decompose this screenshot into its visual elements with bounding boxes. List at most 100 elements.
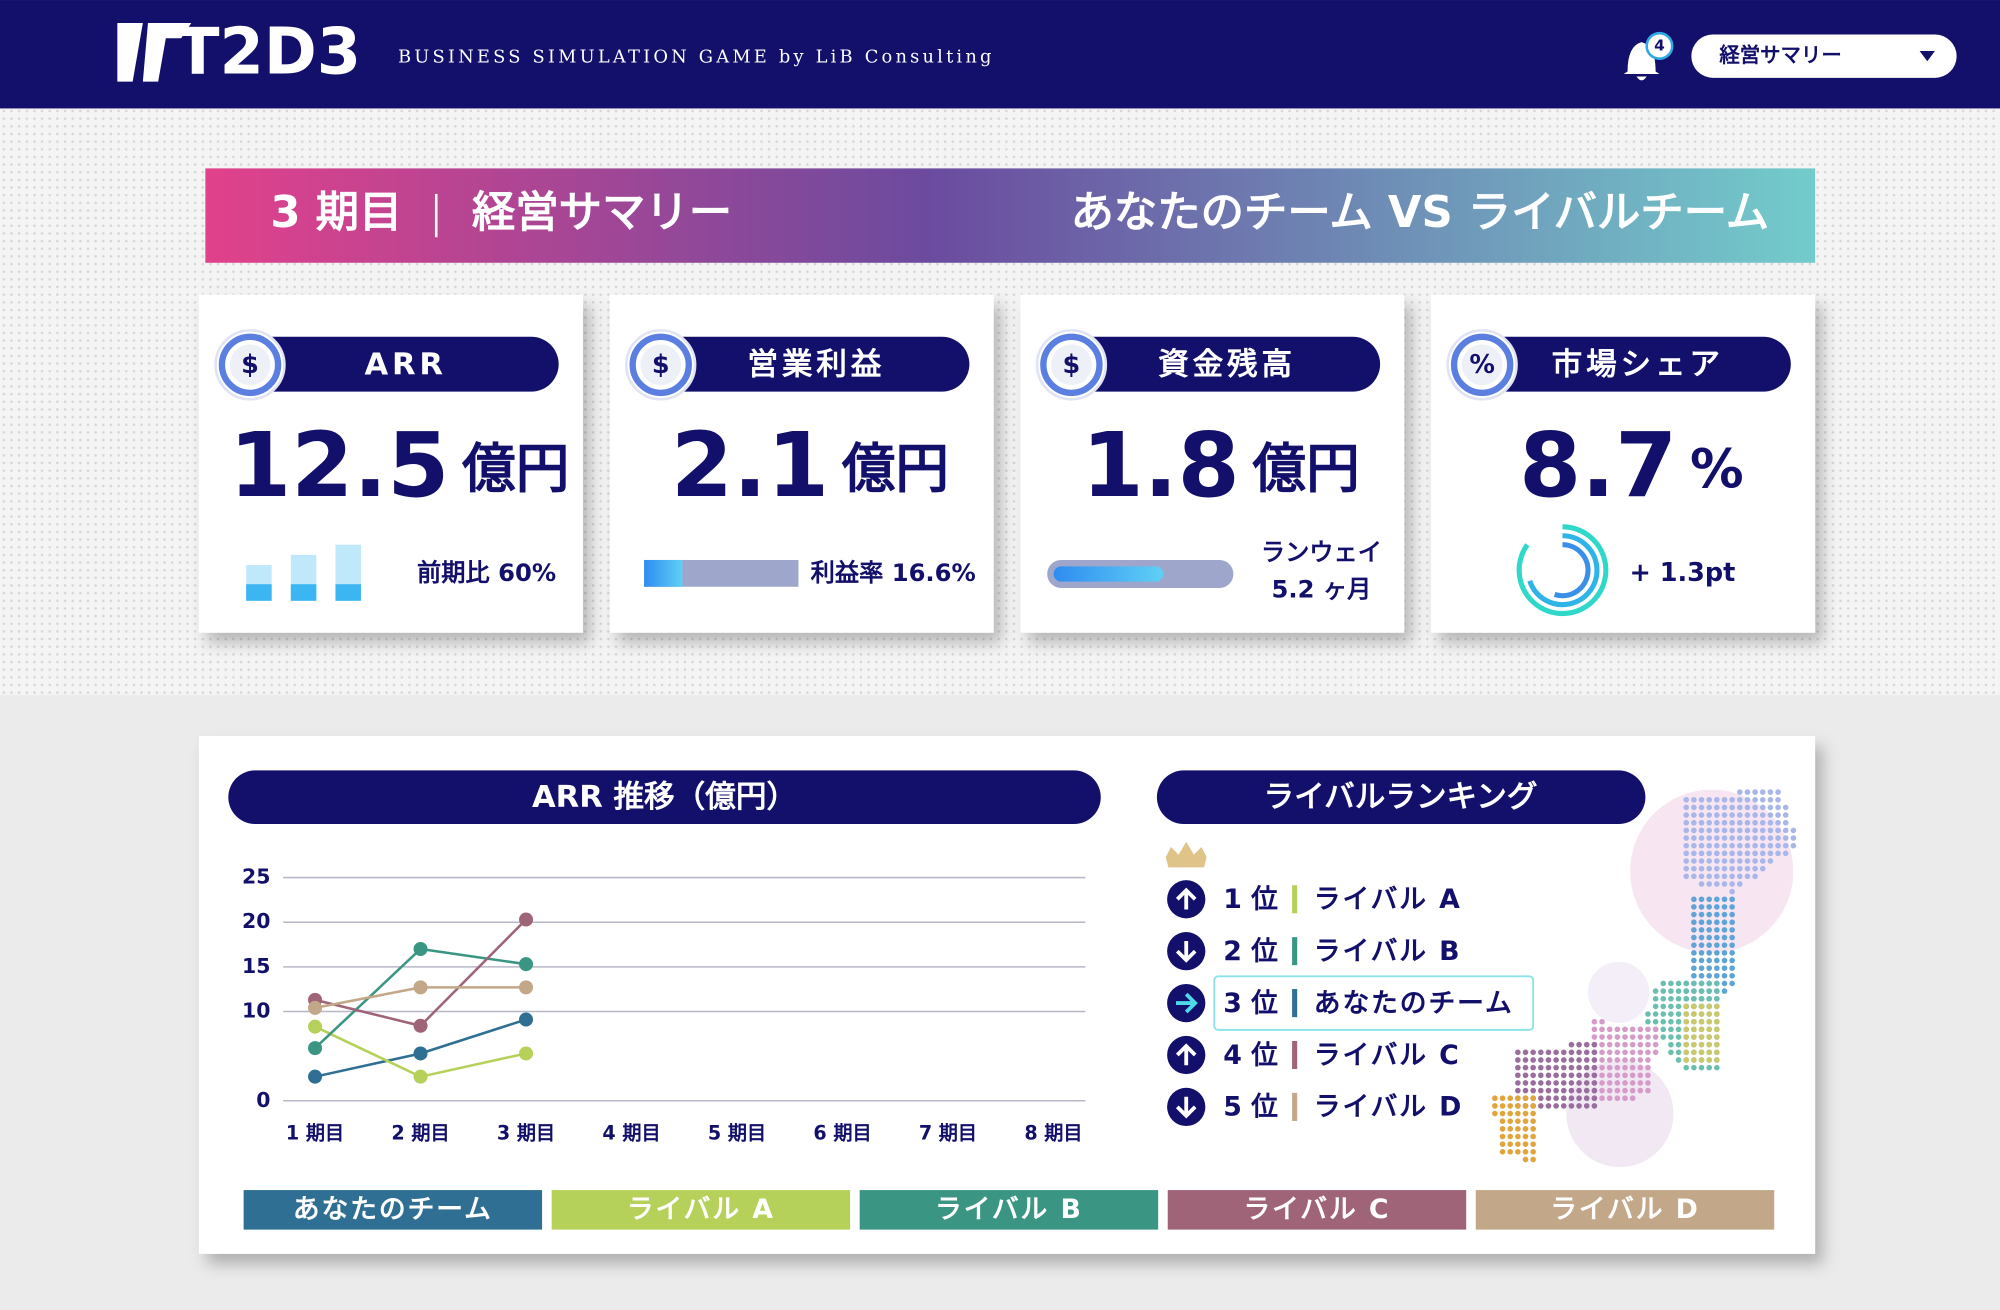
map-dot <box>1714 988 1720 994</box>
map-dot <box>1752 865 1758 872</box>
map-dot <box>1622 1026 1628 1033</box>
map-dot <box>1736 842 1743 849</box>
map-dot <box>1522 1095 1529 1102</box>
map-dot <box>1614 1072 1621 1079</box>
map-dot <box>1614 1034 1621 1040</box>
map-dot <box>1752 873 1758 880</box>
map-dot <box>1767 842 1774 849</box>
map-dot <box>1576 1072 1582 1079</box>
map-dot <box>1614 1057 1621 1063</box>
map-dot <box>1706 972 1712 979</box>
map-dot <box>1736 804 1743 811</box>
map-dot <box>1637 1064 1644 1071</box>
x-tick-label: 3 期目 <box>497 1121 555 1144</box>
legend-swatch <box>1475 1190 1775 1230</box>
map-dot <box>1706 873 1712 880</box>
map-dot <box>1729 812 1735 818</box>
map-dot <box>1714 1034 1720 1040</box>
map-dot <box>1706 1003 1712 1010</box>
map-dot <box>1706 904 1712 910</box>
map-dot <box>1660 1034 1667 1040</box>
map-dot <box>1691 873 1697 880</box>
data-point <box>413 1046 428 1061</box>
legend-label: あなたのチーム <box>293 1194 493 1225</box>
map-dot <box>1522 1103 1529 1109</box>
map-dot <box>1706 965 1712 971</box>
map-dot <box>1691 1064 1697 1071</box>
kpi-icon: $ <box>1063 350 1081 380</box>
map-dot <box>1522 1110 1529 1117</box>
map-dot <box>1591 1064 1598 1071</box>
map-dot <box>1691 934 1697 941</box>
kpi-note: ランウェイ <box>1261 539 1382 567</box>
map-dot <box>1714 934 1720 941</box>
map-dot <box>1660 995 1667 1002</box>
map-dot <box>1714 950 1720 956</box>
map-dot <box>1736 835 1743 841</box>
map-dot <box>1683 1049 1690 1056</box>
map-dot <box>1599 1087 1605 1094</box>
map-dot <box>1691 904 1697 910</box>
map-dot <box>1545 1049 1552 1056</box>
map-dot <box>1606 1087 1613 1094</box>
legend-label: ライバル A <box>627 1194 775 1225</box>
progress-fill <box>1053 566 1164 582</box>
map-dot <box>1530 1110 1536 1117</box>
map-dot <box>1759 858 1766 864</box>
map-dot <box>1721 927 1728 933</box>
map-dot <box>1706 980 1712 987</box>
map-dot <box>1714 904 1720 910</box>
map-dot <box>1683 819 1690 826</box>
map-dot <box>1782 835 1789 841</box>
map-dot <box>1591 1026 1598 1033</box>
map-dot <box>1675 1057 1682 1063</box>
map-dot <box>1698 1034 1705 1040</box>
map-dot <box>1729 972 1735 979</box>
map-dot <box>1775 789 1781 795</box>
map-dot <box>1721 858 1728 864</box>
map-dot <box>1622 1072 1628 1079</box>
map-dot <box>1515 1110 1521 1117</box>
legend-swatch <box>859 1190 1159 1230</box>
map-dot <box>1576 1095 1582 1102</box>
map-dot <box>1568 1049 1575 1056</box>
map-dot <box>1530 1156 1536 1163</box>
map-dot <box>1583 1049 1590 1056</box>
map-dot <box>1698 827 1705 834</box>
map-dot <box>1721 972 1728 979</box>
share-ring <box>1553 542 1591 599</box>
map-dot <box>1714 865 1720 872</box>
map-dot <box>1645 1041 1651 1048</box>
map-dot <box>1698 904 1705 910</box>
map-dot <box>1714 1026 1720 1033</box>
map-dot <box>1706 934 1712 941</box>
map-dot <box>1714 850 1720 857</box>
map-dot <box>1744 858 1751 864</box>
map-dot <box>1668 1034 1674 1040</box>
map-dot <box>1691 1018 1697 1025</box>
map-dot <box>1530 1095 1536 1102</box>
map-dot <box>1591 1057 1598 1063</box>
kpi-icon-ring <box>629 333 692 397</box>
map-dot <box>1622 1095 1628 1102</box>
map-dot <box>1729 850 1735 857</box>
rank-separator <box>1292 1040 1298 1070</box>
map-dot <box>1729 911 1735 918</box>
x-tick-label: 7 期目 <box>919 1121 977 1144</box>
map-dot <box>1714 842 1720 849</box>
share-ring <box>1516 524 1609 617</box>
map-dot <box>1698 1026 1705 1033</box>
dropdown[interactable] <box>1691 34 1957 78</box>
map-dot <box>1583 1041 1590 1048</box>
map-dot <box>1492 1110 1498 1117</box>
map-dot <box>1714 927 1720 933</box>
map-dot <box>1691 980 1697 987</box>
map-dot <box>1729 965 1735 971</box>
map-dot <box>1744 850 1751 857</box>
data-point <box>308 1069 323 1084</box>
map-dot <box>1683 1057 1690 1063</box>
kpi-label: 市場シェア <box>1552 348 1724 383</box>
map-dot <box>1614 1087 1621 1094</box>
map-dot <box>1752 858 1758 864</box>
map-dot <box>1568 1057 1575 1063</box>
